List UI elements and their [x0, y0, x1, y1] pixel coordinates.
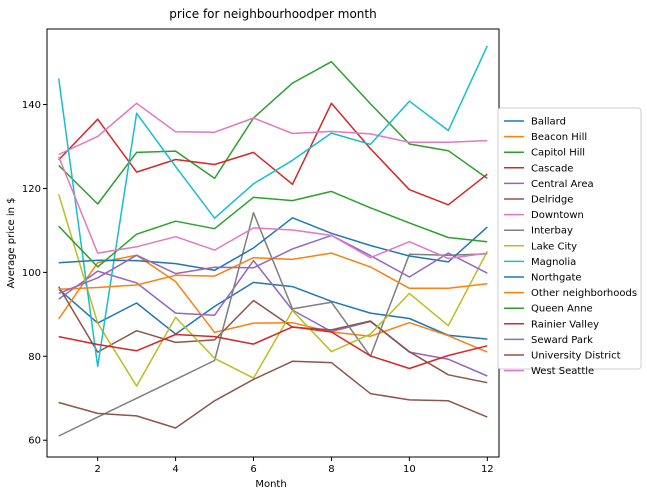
- y-tick-label: 60: [28, 436, 41, 447]
- legend-label-delridge: Delridge: [531, 195, 573, 206]
- series-line-northgate: [58, 217, 488, 272]
- chart-title: price for neighbourhoodper month: [169, 7, 376, 21]
- legend: Ballard Beacon Hill Capitol Hill Cascade Cen…: [497, 107, 642, 377]
- y-tick-label: 100: [22, 268, 41, 279]
- series-line-delridge: [58, 286, 488, 384]
- y-tick-label: 120: [22, 184, 41, 195]
- legend-label-lake-city: Lake City: [531, 241, 577, 252]
- x-axis-title: Month: [255, 479, 286, 490]
- legend-label-queen-anne: Queen Anne: [531, 304, 593, 315]
- series-line-queen-anne: [58, 190, 488, 268]
- legend-label-downtown: Downtown: [531, 210, 584, 221]
- x-tick-label: 10: [403, 464, 416, 475]
- plot-frame: [46, 28, 500, 458]
- legend-label-northgate: Northgate: [531, 273, 582, 284]
- legend-label-seward-park: Seward Park: [531, 335, 593, 346]
- series-line-downtown: [58, 102, 488, 156]
- legend-label-ballard: Ballard: [531, 117, 566, 128]
- legend-label-magnolia: Magnolia: [531, 257, 576, 268]
- x-axis: 2 4 6 8 10 12: [94, 457, 494, 475]
- legend-label-cascade: Cascade: [531, 163, 573, 174]
- legend-label-other-neighborhoods: Other neighborhoods: [531, 288, 637, 299]
- x-tick-label: 6: [250, 464, 256, 475]
- series-line-interbay: [58, 212, 488, 437]
- legend-label-west-seattle: West Seattle: [531, 366, 594, 377]
- series-line-rainier-valley: [58, 326, 488, 370]
- x-tick-label: 4: [172, 464, 178, 475]
- x-tick-label: 2: [94, 464, 100, 475]
- legend-label-rainier-valley: Rainier Valley: [531, 319, 599, 330]
- series-line-west-seattle: [58, 156, 488, 260]
- x-tick-label: 12: [481, 464, 494, 475]
- series-line-capitol-hill: [58, 60, 488, 205]
- legend-label-interbay: Interbay: [531, 226, 573, 237]
- legend-label-central-area: Central Area: [531, 179, 594, 190]
- series-lines: [57, 45, 488, 437]
- series-line-beacon-hill: [58, 254, 488, 353]
- x-tick-label: 8: [328, 464, 334, 475]
- y-axis: 60 80 100 120 140: [22, 100, 47, 447]
- series-line-central-area: [58, 259, 488, 377]
- series-line-seward-park: [58, 234, 488, 295]
- series-line-magnolia: [57, 45, 488, 368]
- series-line-cascade: [58, 102, 488, 206]
- legend-label-beacon-hill: Beacon Hill: [531, 132, 587, 143]
- series-line-ballard: [58, 281, 488, 340]
- y-tick-label: 140: [22, 100, 41, 111]
- legend-frame: [497, 107, 642, 370]
- series-line-university-district: [58, 360, 488, 429]
- y-axis-title: Average price in $: [6, 198, 17, 289]
- legend-label-capitol-hill: Capitol Hill: [531, 148, 585, 159]
- legend-label-university-district: University District: [531, 351, 621, 362]
- series-line-lake-city: [57, 194, 488, 387]
- y-tick-label: 80: [28, 352, 41, 363]
